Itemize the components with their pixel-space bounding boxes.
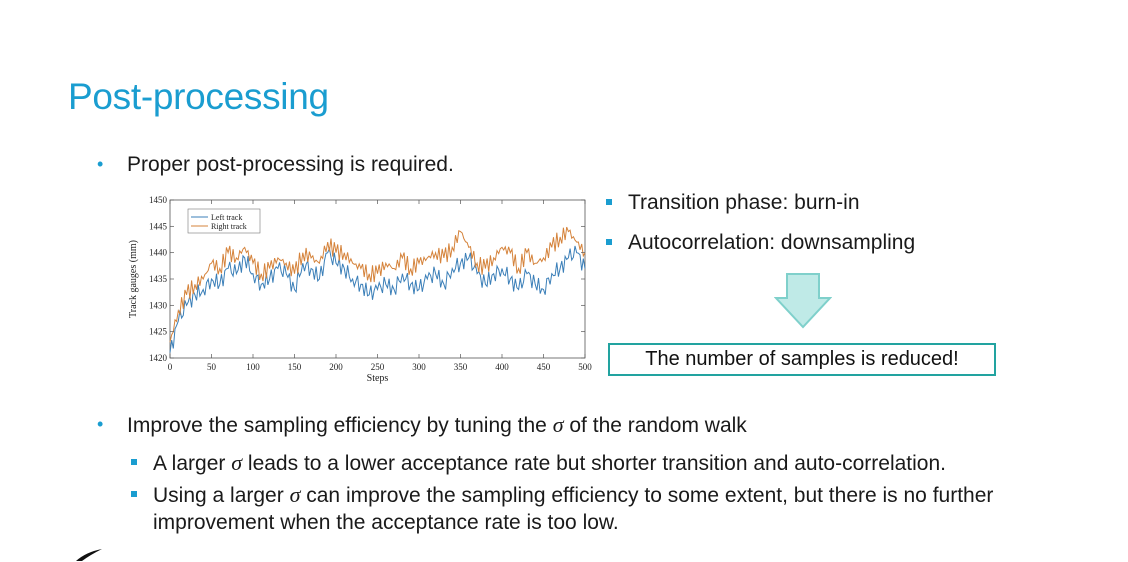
y-tick-label: 1440	[149, 248, 168, 258]
bullet-text: Proper post-processing is required.	[127, 153, 454, 176]
result-box: The number of samples is reduced!	[608, 343, 996, 376]
x-tick-label: 150	[288, 362, 302, 372]
square-bullet-icon	[131, 459, 137, 465]
bullet-text: Improve the sampling efficiency by tunin…	[127, 411, 747, 439]
sub-bullet-using-larger-sigma: Using a larger σ can improve the samplin…	[131, 481, 993, 536]
series-line-right-track	[169, 226, 586, 343]
slide-title: Post-processing	[68, 76, 329, 117]
x-tick-label: 50	[207, 362, 217, 372]
right-item-burn-in: Transition phase: burn-in	[606, 189, 860, 216]
legend-label-right-track: Right track	[211, 222, 247, 231]
sigma-symbol: σ	[552, 412, 564, 437]
x-tick-label: 250	[371, 362, 385, 372]
sub-text-pre: Using a larger	[153, 484, 290, 507]
x-tick-label: 200	[329, 362, 343, 372]
x-tick-label: 400	[495, 362, 509, 372]
x-tick-label: 100	[246, 362, 260, 372]
sub-text-pre: A larger	[153, 452, 232, 475]
y-axis-label: Track gauges (mm)	[128, 240, 139, 318]
square-bullet-icon	[606, 239, 612, 245]
y-tick-label: 1445	[149, 221, 168, 231]
bullet-improve-efficiency: • Improve the sampling efficiency by tun…	[97, 411, 747, 439]
square-bullet-icon	[606, 199, 612, 205]
legend-label-left-track: Left track	[211, 213, 242, 222]
sub-text-post: leads to a lower acceptance rate but sho…	[242, 452, 946, 475]
sigma-symbol: σ	[231, 450, 243, 475]
bullet-proper-post-processing: • Proper post-processing is required.	[97, 151, 454, 178]
sub-text-post: can improve the sampling efficiency to s…	[300, 484, 994, 507]
bullet-dot-icon: •	[97, 414, 104, 434]
right-item-label: Autocorrelation: downsampling	[628, 231, 916, 254]
x-axis-label: Steps	[367, 373, 389, 384]
series-line-left-track	[169, 245, 586, 353]
corner-logo-mark-icon	[76, 549, 102, 561]
bullet-text-pre: Improve the sampling efficiency by tunin…	[127, 414, 553, 437]
y-tick-label: 1435	[149, 274, 168, 284]
legend-box	[187, 208, 261, 234]
square-bullet-icon	[131, 491, 137, 497]
x-tick-label: 450	[537, 362, 551, 372]
sub-text-line2: improvement when the acceptance rate is …	[153, 511, 619, 534]
sigma-symbol: σ	[289, 482, 301, 507]
sub-bullet-text: Using a larger σ can improve the samplin…	[153, 481, 993, 536]
bullet-text-post: of the random walk	[563, 414, 747, 437]
bullet-dot-icon: •	[97, 154, 104, 174]
chart-svg: 0 50 100 150 200 250 300 350 400 450 500 1420 1425 14…	[128, 195, 592, 384]
sub-bullet-text: A larger σ leads to a lower acceptance r…	[153, 449, 946, 477]
track-gauge-chart: 0 50 100 150 200 250 300 350 400 450 500 1420 1425 14…	[124, 192, 594, 397]
y-tick-label: 1450	[149, 195, 168, 205]
sub-bullet-larger-sigma: A larger σ leads to a lower acceptance r…	[131, 449, 946, 477]
y-tick-label: 1425	[149, 327, 168, 337]
y-tick-label: 1430	[149, 300, 168, 310]
right-item-label: Transition phase: burn-in	[628, 191, 860, 214]
x-tick-label: 300	[412, 362, 426, 372]
y-tick-label: 1420	[149, 353, 168, 363]
right-item-downsampling: Autocorrelation: downsampling	[606, 229, 915, 256]
x-tick-label: 0	[168, 362, 173, 372]
result-text: The number of samples is reduced!	[645, 348, 959, 370]
x-tick-label: 500	[578, 362, 592, 372]
x-tick-label: 350	[454, 362, 468, 372]
down-arrow-icon	[774, 273, 832, 329]
